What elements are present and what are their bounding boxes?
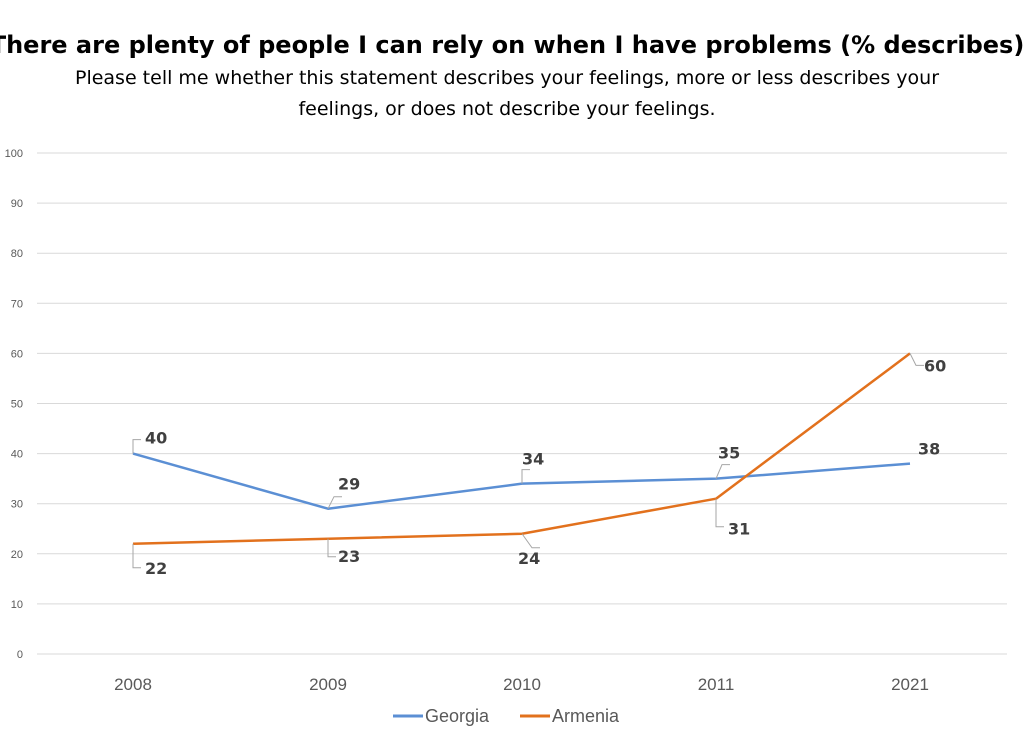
chart-subtitle-line-1: Please tell me whether this statement de… (75, 67, 939, 89)
data-label-georgia-2010: 34 (522, 450, 544, 469)
data-label-georgia-2008: 40 (145, 429, 167, 448)
y-tick-label: 40 (11, 449, 23, 461)
data-label-armenia-2011: 31 (728, 520, 750, 539)
y-tick-label: 70 (11, 298, 23, 310)
y-tick-label: 0 (17, 649, 23, 661)
y-tick-label: 90 (11, 198, 23, 210)
data-label-armenia-2010: 24 (518, 549, 540, 568)
legend: Georgia Armenia (393, 706, 620, 726)
data-label-leader (522, 534, 540, 548)
y-tick-label: 80 (11, 248, 23, 260)
data-label-georgia-2011: 35 (718, 444, 740, 463)
gridlines (37, 153, 1007, 654)
line-chart: There are plenty of people I can rely on… (0, 0, 1024, 743)
chart-title: There are plenty of people I can rely on… (0, 31, 1024, 59)
data-label-georgia-2009: 29 (338, 475, 360, 494)
x-tick-label: 2009 (309, 675, 347, 694)
data-label-leader (133, 544, 141, 568)
y-tick-label: 10 (11, 599, 23, 611)
data-label-armenia-2008: 22 (145, 559, 167, 578)
series-lines (133, 353, 910, 543)
x-tick-label: 2008 (114, 675, 152, 694)
y-tick-label: 60 (11, 348, 23, 360)
y-tick-label: 20 (11, 549, 23, 561)
y-axis-ticks: 0 10 20 30 40 50 60 70 80 90 100 (5, 148, 23, 661)
x-axis-ticks: 2008 2009 2010 2011 2021 (114, 675, 929, 694)
data-labels: 40 29 34 35 38 22 23 24 31 60 (145, 356, 946, 577)
y-tick-label: 50 (11, 399, 23, 411)
data-label-georgia-2021: 38 (918, 440, 940, 459)
y-tick-label: 30 (11, 499, 23, 511)
x-tick-label: 2010 (503, 675, 541, 694)
series-line-armenia (133, 353, 910, 543)
data-label-leader (133, 440, 141, 454)
data-label-armenia-2009: 23 (338, 547, 360, 566)
legend-label-armenia: Armenia (552, 706, 620, 726)
x-tick-label: 2011 (698, 675, 735, 694)
y-tick-label: 100 (5, 148, 23, 160)
data-label-leader (522, 470, 530, 484)
data-label-leader (910, 353, 924, 365)
x-tick-label: 2021 (891, 675, 929, 694)
chart-subtitle-line-2: feelings, or does not describe your feel… (298, 98, 715, 120)
data-label-armenia-2021: 60 (924, 356, 946, 375)
legend-label-georgia: Georgia (425, 706, 490, 726)
data-label-leader (716, 499, 724, 527)
